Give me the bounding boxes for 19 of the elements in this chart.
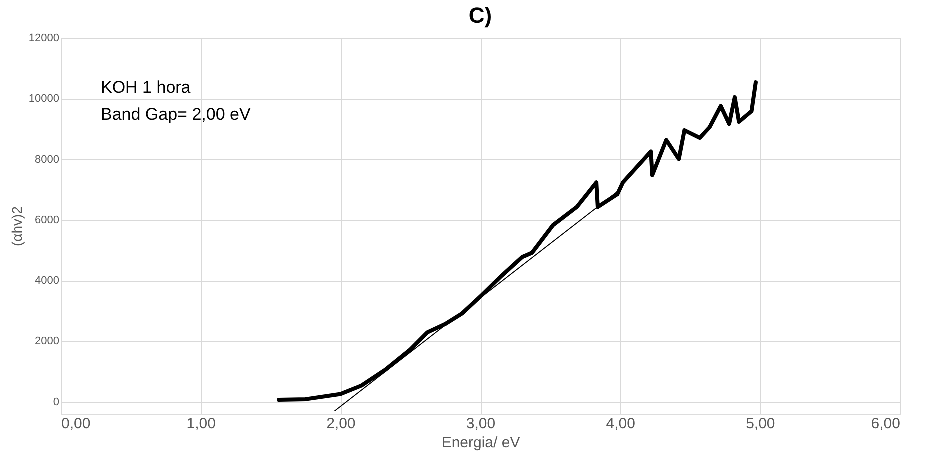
x-tick-label: 4,00 [606,416,636,432]
annotation: Band Gap= 2,00 eV [101,105,252,124]
x-tick-label: 3,00 [466,416,496,432]
y-tick-label: 10000 [28,93,60,106]
y-axis-title: (αhv)2 [8,206,25,246]
chart-title: C) [468,3,492,28]
y-tick-label: 12000 [28,32,60,44]
y-tick-label: 2000 [35,336,60,348]
x-tick-label: 2,00 [326,416,356,432]
y-tick-label: 6000 [35,214,60,226]
x-axis-title: Energia/ eV [442,434,520,452]
y-tick-label: 0 [53,396,60,408]
y-tick-label: 8000 [35,154,60,166]
x-tick-label: 1,00 [186,416,216,432]
y-tick-label: 4000 [35,275,60,288]
x-tick-label: 0,00 [62,416,91,432]
x-tick-label: 6,00 [871,416,900,432]
x-tick-label: 5,00 [746,416,776,432]
annotation: KOH 1 hora [101,78,192,97]
